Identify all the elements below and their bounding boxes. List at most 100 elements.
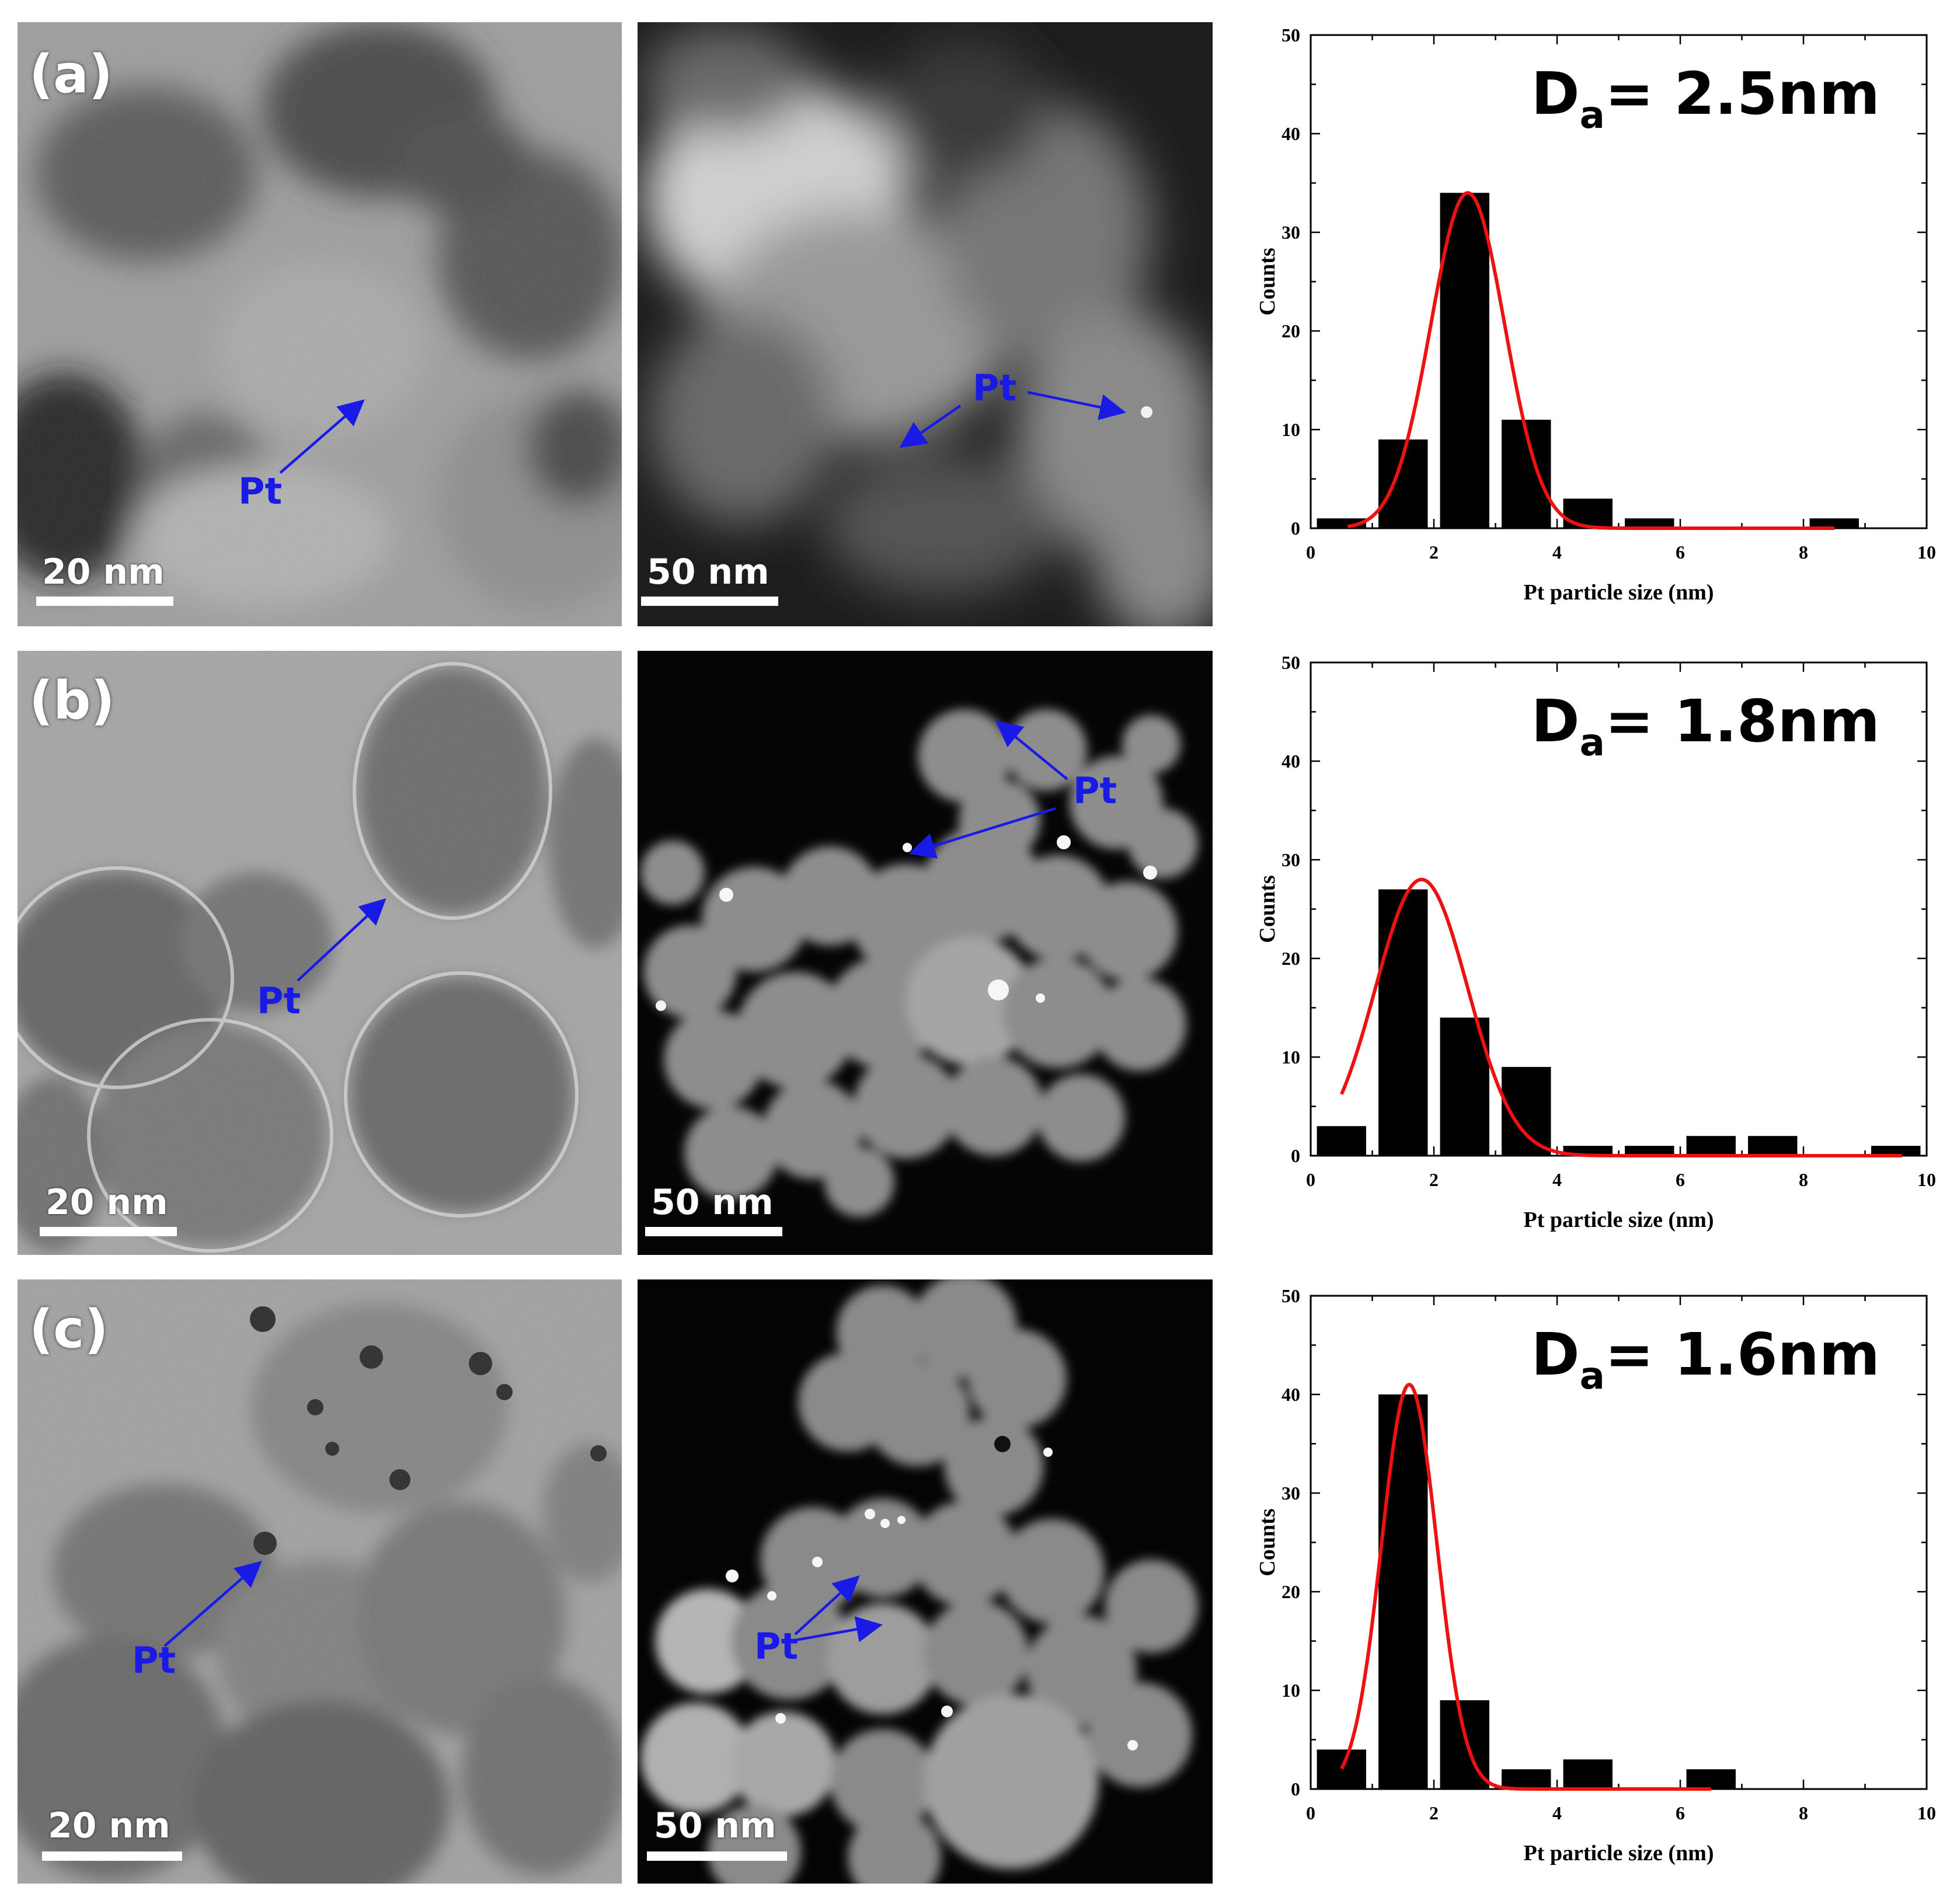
annotation-symbol: D bbox=[1531, 1320, 1580, 1389]
tem-image-c bbox=[18, 1279, 622, 1884]
haadf-scale-label-a: 50 nm bbox=[647, 552, 769, 592]
x-tick-label: 4 bbox=[1552, 542, 1562, 563]
histogram-bar bbox=[1563, 498, 1613, 528]
histogram-bar bbox=[1625, 1146, 1674, 1156]
x-axis-label: Pt particle size (nm) bbox=[1523, 580, 1714, 605]
y-tick-label: 0 bbox=[1291, 518, 1300, 539]
histogram-bar bbox=[1809, 518, 1859, 528]
gaussian-fit-curve bbox=[1347, 191, 1834, 530]
y-tick-label: 0 bbox=[1291, 1145, 1300, 1166]
y-tick-label: 50 bbox=[1282, 25, 1300, 46]
annotation-subscript: a bbox=[1580, 1355, 1605, 1398]
annotation-value: = 1.8nm bbox=[1605, 687, 1880, 755]
panel-label-b: (b) bbox=[29, 670, 115, 731]
haadf-scale-bar-b bbox=[645, 1227, 782, 1236]
x-tick-label: 2 bbox=[1429, 542, 1439, 563]
tem-image-a bbox=[18, 22, 622, 626]
pt-label-haadf-a: Pt bbox=[973, 367, 1017, 409]
histogram-bar bbox=[1440, 193, 1489, 528]
histogram-bar bbox=[1563, 1759, 1613, 1789]
histogram-bar bbox=[1502, 1769, 1551, 1789]
y-tick-label: 40 bbox=[1282, 751, 1300, 772]
histogram-bar bbox=[1317, 1126, 1366, 1156]
histogram-bar bbox=[1317, 1749, 1366, 1789]
x-axis-label: Pt particle size (nm) bbox=[1523, 1208, 1714, 1232]
y-tick-label: 0 bbox=[1291, 1779, 1300, 1800]
y-axis-label: Counts bbox=[1255, 247, 1280, 315]
y-tick-label: 20 bbox=[1282, 1581, 1300, 1602]
pt-label-haadf-b: Pt bbox=[1073, 769, 1117, 812]
tem-scale-label-a: 20 nm bbox=[42, 552, 165, 592]
mean-size-annotation: Da= 1.8nm bbox=[1531, 687, 1880, 765]
x-tick-label: 2 bbox=[1429, 1802, 1439, 1823]
x-tick-label: 10 bbox=[1917, 1169, 1936, 1190]
histogram-a: 0 2 4 6 8 10 0 10 20 30 40 50 Pt particle size (nm) C… bbox=[1255, 25, 1936, 605]
y-axis-label: Counts bbox=[1255, 875, 1280, 943]
histogram-b: 0 2 4 6 8 10 0 10 20 30 40 50 Pt particle size (nm) C… bbox=[1255, 652, 1936, 1232]
tem-scale-bar-a bbox=[36, 597, 173, 606]
y-tick-label: 10 bbox=[1282, 1680, 1300, 1701]
annotation-subscript: a bbox=[1580, 721, 1605, 765]
tem-scale-bar-b bbox=[40, 1227, 177, 1236]
tem-scale-label-c: 20 nm bbox=[48, 1805, 170, 1846]
haadf-image-b bbox=[638, 651, 1213, 1255]
gaussian-fit-curve bbox=[1340, 1382, 1711, 1791]
histogram-c: 0 2 4 6 8 10 0 10 20 30 40 50 Pt particle size (nm) C… bbox=[1255, 1285, 1936, 1865]
x-tick-label: 10 bbox=[1917, 542, 1936, 563]
y-tick-label: 40 bbox=[1282, 1384, 1300, 1405]
tem-scale-bar-c bbox=[42, 1851, 182, 1861]
x-tick-label: 8 bbox=[1799, 1802, 1808, 1823]
haadf-scale-label-b: 50 nm bbox=[651, 1182, 774, 1223]
x-tick-label: 4 bbox=[1552, 1802, 1562, 1823]
annotation-subscript: a bbox=[1580, 94, 1605, 137]
x-tick-label: 6 bbox=[1676, 1169, 1685, 1190]
y-tick-label: 10 bbox=[1282, 1047, 1300, 1068]
histogram-bar bbox=[1686, 1769, 1736, 1789]
haadf-scale-bar-a bbox=[641, 597, 778, 606]
tem-image-b bbox=[18, 651, 622, 1255]
y-tick-label: 40 bbox=[1282, 123, 1300, 144]
panel-label-c: (c) bbox=[29, 1299, 109, 1360]
x-tick-label: 4 bbox=[1552, 1169, 1562, 1190]
x-tick-label: 0 bbox=[1306, 1169, 1315, 1190]
x-tick-label: 8 bbox=[1799, 542, 1808, 563]
tem-scale-label-b: 20 nm bbox=[46, 1182, 168, 1223]
haadf-image-a bbox=[638, 22, 1213, 626]
pt-label-tem-a: Pt bbox=[238, 470, 283, 512]
y-tick-label: 10 bbox=[1282, 419, 1300, 440]
y-tick-label: 30 bbox=[1282, 849, 1300, 870]
annotation-value: = 2.5nm bbox=[1605, 60, 1880, 128]
y-tick-label: 20 bbox=[1282, 320, 1300, 341]
histogram-bar bbox=[1871, 1146, 1921, 1156]
annotation-symbol: D bbox=[1531, 60, 1580, 128]
x-tick-label: 10 bbox=[1917, 1802, 1936, 1823]
y-tick-label: 30 bbox=[1282, 1483, 1300, 1504]
pt-label-tem-b: Pt bbox=[257, 979, 301, 1022]
x-tick-label: 6 bbox=[1676, 542, 1685, 563]
haadf-scale-bar-c bbox=[647, 1851, 787, 1861]
histogram-bar bbox=[1625, 518, 1674, 528]
x-tick-label: 0 bbox=[1306, 1802, 1315, 1823]
x-tick-label: 8 bbox=[1799, 1169, 1808, 1190]
y-tick-label: 50 bbox=[1282, 1285, 1300, 1306]
histogram-bar bbox=[1378, 1394, 1428, 1789]
mean-size-annotation: Da= 2.5nm bbox=[1531, 60, 1880, 137]
x-tick-label: 6 bbox=[1676, 1802, 1685, 1823]
annotation-value: = 1.6nm bbox=[1605, 1320, 1880, 1389]
histogram-bar bbox=[1686, 1136, 1736, 1156]
y-tick-label: 20 bbox=[1282, 948, 1300, 969]
histogram-bar bbox=[1378, 889, 1428, 1156]
mean-size-annotation: Da= 1.6nm bbox=[1531, 1320, 1880, 1398]
x-tick-label: 2 bbox=[1429, 1169, 1439, 1190]
annotation-symbol: D bbox=[1531, 687, 1580, 755]
y-axis-label: Counts bbox=[1255, 1508, 1280, 1576]
haadf-image-c bbox=[638, 1279, 1213, 1884]
y-tick-label: 30 bbox=[1282, 222, 1300, 243]
haadf-scale-label-c: 50 nm bbox=[654, 1805, 776, 1846]
pt-label-haadf-c: Pt bbox=[754, 1625, 799, 1668]
pt-label-tem-c: Pt bbox=[132, 1639, 176, 1682]
histogram-bar bbox=[1748, 1136, 1798, 1156]
y-tick-label: 50 bbox=[1282, 652, 1300, 673]
gaussian-fit-curve bbox=[1340, 877, 1902, 1157]
x-axis-label: Pt particle size (nm) bbox=[1523, 1841, 1714, 1865]
